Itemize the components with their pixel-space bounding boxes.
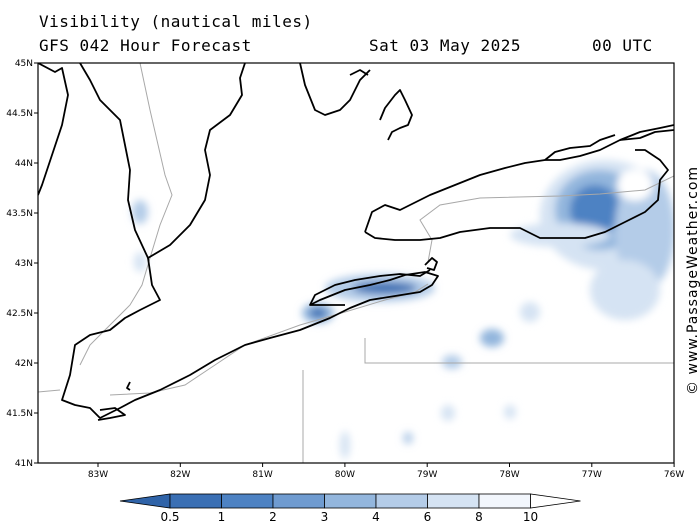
forecast-label: GFS 042 Hour Forecast	[39, 36, 252, 55]
lon-tick-label: 81W	[252, 470, 272, 480]
forecast-date: Sat 03 May 2025	[369, 36, 521, 55]
colorbar: 0.5 1 2 3 4 6 8 10	[119, 493, 581, 524]
colorbar-label: 10	[523, 510, 538, 524]
colorbar-label: 3	[321, 510, 329, 524]
latitude-axis: 45N 44.5N 44N 43.5N 43N 42.5N 42N 41.5N 41N	[6, 59, 38, 469]
colorbar-segment	[478, 493, 531, 509]
lat-tick-label: 44N	[15, 159, 33, 169]
lon-tick-label: 82W	[170, 470, 190, 480]
lon-tick-label: 76W	[664, 470, 684, 480]
map-title: Visibility (nautical miles)	[39, 12, 313, 31]
longitude-axis: 83W 82W 81W 80W 79W 78W 77W 76W	[88, 463, 684, 480]
colorbar-high-arrow	[530, 493, 581, 509]
credit-watermark: © www.PassageWeather.com	[685, 166, 700, 395]
lat-tick-label: 42N	[15, 359, 33, 369]
colorbar-segment	[169, 493, 222, 509]
lon-tick-label: 79W	[417, 470, 437, 480]
colorbar-label: 4	[372, 510, 380, 524]
lon-tick-label: 77W	[582, 470, 602, 480]
colorbar-segment	[272, 493, 325, 509]
colorbar-low-arrow	[119, 493, 171, 509]
lat-tick-label: 43.5N	[6, 209, 33, 219]
lat-tick-label: 41.5N	[6, 409, 33, 419]
lon-tick-label: 83W	[88, 470, 108, 480]
colorbar-label: 2	[269, 510, 277, 524]
lon-tick-label: 80W	[335, 470, 355, 480]
colorbar-segment	[221, 493, 274, 509]
lat-tick-label: 42.5N	[6, 309, 33, 319]
colorbar-segment	[427, 493, 480, 509]
lat-tick-label: 41N	[15, 459, 33, 469]
visibility-shading	[132, 160, 674, 459]
colorbar-label: 1	[218, 510, 226, 524]
lat-tick-label: 45N	[15, 59, 33, 69]
colorbar-segment	[375, 493, 428, 509]
forecast-time: 00 UTC	[592, 36, 653, 55]
colorbar-label: 8	[475, 510, 483, 524]
lon-tick-label: 78W	[499, 470, 519, 480]
lat-tick-label: 44.5N	[6, 109, 33, 119]
coastlines	[38, 63, 674, 421]
colorbar-label: 0.5	[160, 510, 179, 524]
colorbar-label: 6	[424, 510, 432, 524]
boundary-lines	[38, 63, 674, 463]
lat-tick-label: 43N	[15, 259, 33, 269]
colorbar-segment	[324, 493, 377, 509]
